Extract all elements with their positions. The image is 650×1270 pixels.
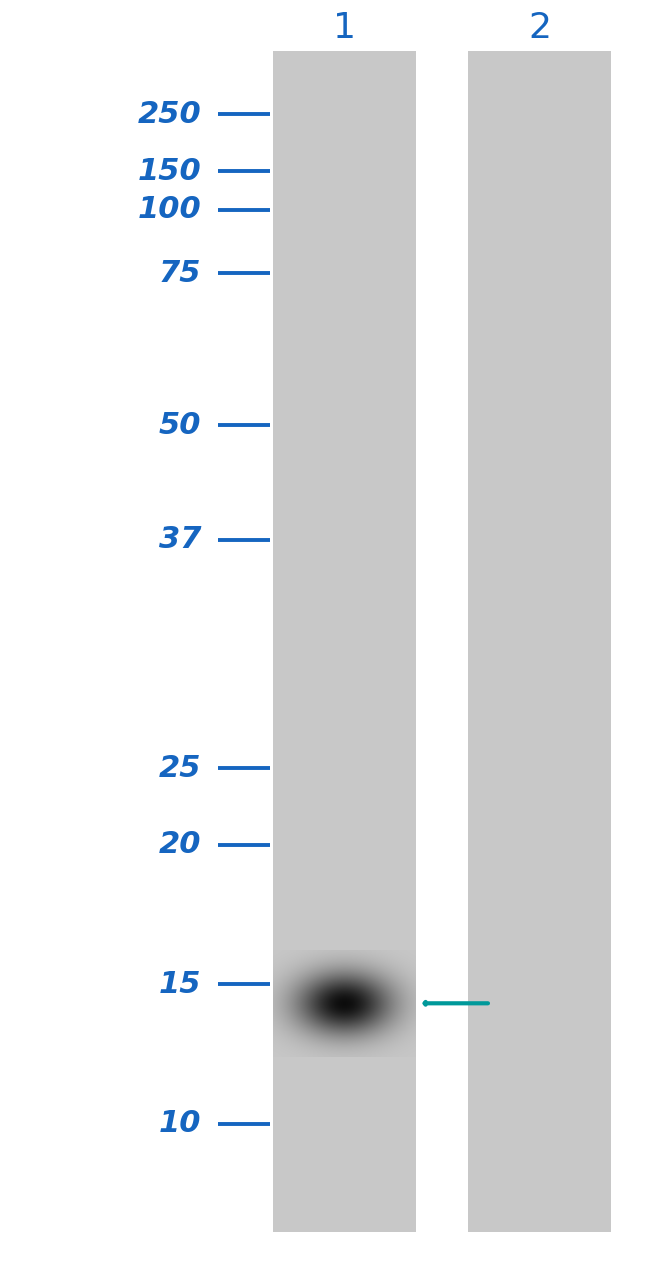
Bar bbox=[468, 51, 611, 1232]
Text: 2: 2 bbox=[528, 11, 551, 44]
Text: 15: 15 bbox=[159, 970, 202, 998]
Text: 1: 1 bbox=[333, 11, 356, 44]
Text: 20: 20 bbox=[159, 831, 202, 859]
Text: 100: 100 bbox=[138, 196, 202, 224]
Text: 25: 25 bbox=[159, 754, 202, 782]
Text: 250: 250 bbox=[138, 100, 202, 128]
Text: 37: 37 bbox=[159, 526, 202, 554]
Text: 75: 75 bbox=[159, 259, 202, 287]
Text: 150: 150 bbox=[138, 157, 202, 185]
Text: 10: 10 bbox=[159, 1110, 202, 1138]
Bar bbox=[273, 51, 416, 1232]
Text: 50: 50 bbox=[159, 411, 202, 439]
